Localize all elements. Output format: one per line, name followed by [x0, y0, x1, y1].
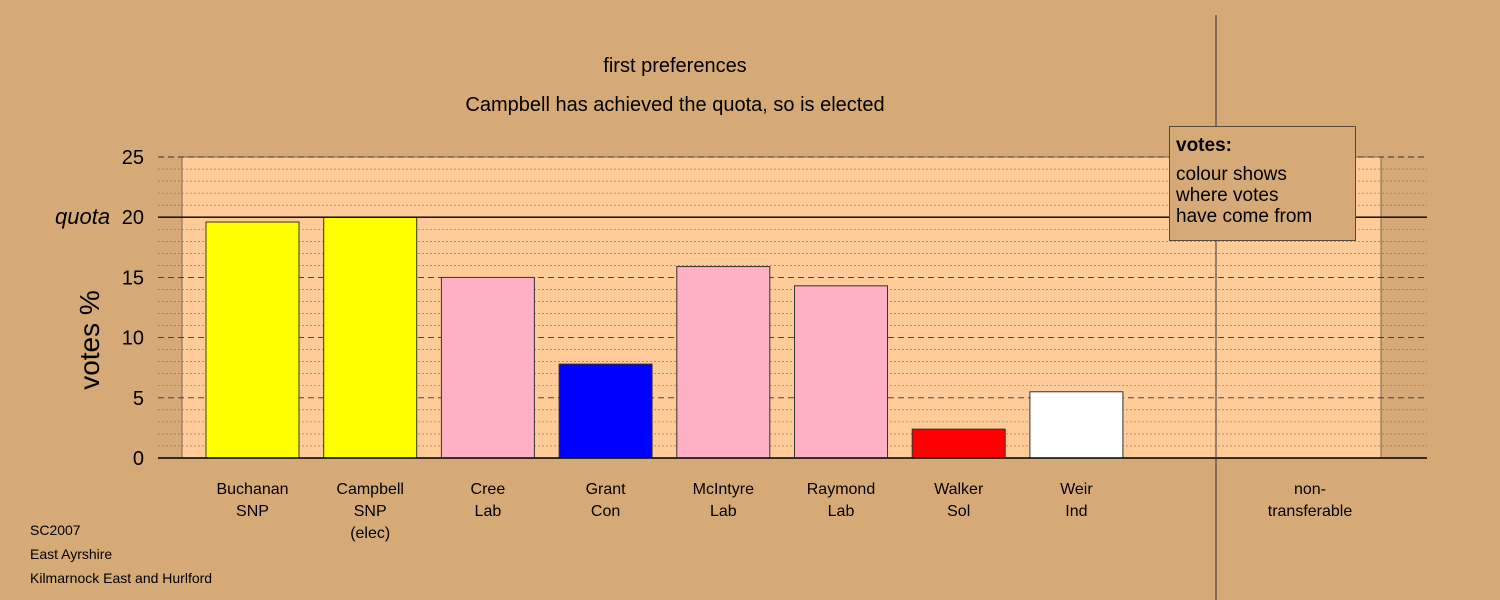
- bar: [1029, 391, 1124, 459]
- x-tick-label: Campbell: [336, 481, 404, 498]
- x-tick-label: Grant: [586, 481, 627, 498]
- legend-line: where votes: [1176, 185, 1279, 206]
- x-tick-label: Con: [591, 503, 620, 520]
- x-tick-label: SNP: [354, 503, 387, 520]
- bar: [323, 216, 418, 459]
- bar: [676, 266, 771, 459]
- y-tick-label: 10: [122, 328, 144, 350]
- bar: [794, 285, 888, 459]
- y-axis-label: votes %: [74, 290, 105, 390]
- x-tick-label: Cree: [471, 481, 506, 498]
- footer-ward: Kilmarnock East and Hurlford: [30, 570, 213, 586]
- x-tick-label: non-: [1294, 481, 1326, 498]
- x-tick-label: Buchanan: [216, 481, 288, 498]
- bar: [440, 276, 535, 459]
- legend-line: have come from: [1176, 206, 1313, 227]
- y-tick-label: 20: [122, 207, 144, 229]
- x-tick-label: SNP: [236, 503, 269, 520]
- chart-subtitle: Campbell has achieved the quota, so is e…: [465, 94, 884, 116]
- y-tick-label: 15: [122, 267, 144, 289]
- x-tick-label: Sol: [947, 503, 970, 520]
- bar: [205, 221, 300, 459]
- legend-title: votes:: [1176, 135, 1232, 156]
- legend-line: colour shows: [1176, 164, 1287, 185]
- x-tick-label: Weir: [1060, 481, 1093, 498]
- y-tick-label: 5: [133, 388, 144, 410]
- x-tick-label: Lab: [828, 503, 855, 520]
- quota-label: quota: [55, 204, 110, 229]
- bar: [558, 363, 653, 459]
- y-tick-label: 0: [133, 448, 144, 470]
- x-tick-label: McIntyre: [693, 481, 754, 498]
- footer-council: East Ayrshire: [30, 546, 113, 562]
- x-tick-label: (elec): [350, 525, 390, 542]
- x-tick-label: Ind: [1065, 503, 1087, 520]
- footer-election: SC2007: [30, 522, 81, 538]
- legend-box: votes: colour shows where votes have com…: [1169, 126, 1356, 241]
- x-tick-label: transferable: [1268, 503, 1353, 520]
- y-tick-label: 25: [122, 147, 144, 169]
- x-tick-label: Raymond: [807, 481, 875, 498]
- x-tick-label: Lab: [710, 503, 737, 520]
- x-tick-label: Walker: [934, 481, 984, 498]
- bar: [911, 428, 1006, 459]
- x-tick-label: Lab: [475, 503, 502, 520]
- chart-title: first preferences: [603, 55, 746, 77]
